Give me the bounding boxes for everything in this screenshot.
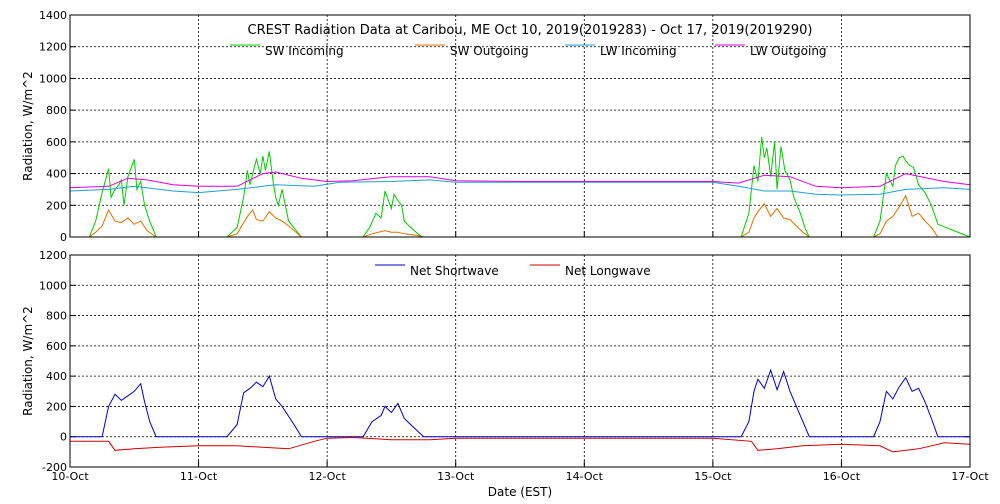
y-axis-title: Radiation, W/m^2 [21,306,35,416]
plot-frame [69,254,971,468]
y-tick-label: 1400 [39,9,67,22]
y-tick-label: 1000 [39,72,67,85]
grid-lines [69,14,971,238]
y-axis-title: Radiation, W/m^2 [21,71,35,181]
y-tick-label: 0 [60,231,67,244]
chart-title: CREST Radiation Data at Caribou, ME Oct … [248,23,813,38]
y-tick-label: 400 [46,168,67,181]
x-tick-label: 17-Oct [951,470,989,483]
series-line-net-shortwave [70,368,970,438]
legend: SW Incoming SW Outgoing LW Incoming LW Outg… [230,44,827,58]
legend-label: SW Incoming [265,44,344,58]
y-tick-label: 800 [46,310,67,323]
plot-frame [69,14,971,238]
y-tick-label: 0 [60,431,67,444]
net-radiation-panel: -200 0 200 400 600 800 1000 1200 10-Oct 11-Oct 12… [21,249,989,499]
incoming-outgoing-panel: 0 200 400 600 800 1000 1200 1400 Radiation, W/m… [21,9,971,244]
series-line-lw-incoming [69,179,971,196]
series-line-net-longwave [70,436,971,453]
series-line-lw-outgoing [69,171,971,189]
series-lines [70,368,971,453]
legend-label: LW Outgoing [750,44,827,58]
y-tick-labels: 0 200 400 600 800 1000 1200 1400 [39,9,67,244]
x-axis-title: Date (EST) [488,485,552,499]
legend-label: Net Longwave [565,264,651,278]
y-tick-label: 1000 [39,279,67,292]
y-tick-label: 1200 [39,249,67,262]
legend-label: Net Shortwave [410,264,499,278]
grid-lines [69,254,971,468]
y-tick-labels: -200 0 200 400 600 800 1000 1200 [39,249,67,474]
x-tick-label: 10-Oct [51,470,89,483]
y-tick-label: 200 [46,400,67,413]
y-tick-label: 1200 [39,41,67,54]
x-tick-label: 13-Oct [437,470,475,483]
series-line-sw-outgoing [70,194,970,238]
x-tick-label: 14-Oct [566,470,604,483]
x-tick-labels: 10-Oct 11-Oct 12-Oct 13-Oct 14-Oct 15-Oct 16-O… [51,470,989,483]
y-tick-label: 200 [46,199,67,212]
legend-label: LW Incoming [600,44,677,58]
x-tick-label: 15-Oct [694,470,732,483]
y-tick-label: 600 [46,136,67,149]
y-tick-label: 800 [46,104,67,117]
y-tick-label: 600 [46,340,67,353]
x-tick-label: 12-Oct [308,470,346,483]
x-tick-label: 11-Oct [180,470,218,483]
legend-label: SW Outgoing [450,44,529,58]
legend: Net Shortwave Net Longwave [375,264,651,278]
y-tick-label: 400 [46,370,67,383]
y-tick-label: -200 [42,461,67,474]
x-tick-label: 16-Oct [823,470,861,483]
